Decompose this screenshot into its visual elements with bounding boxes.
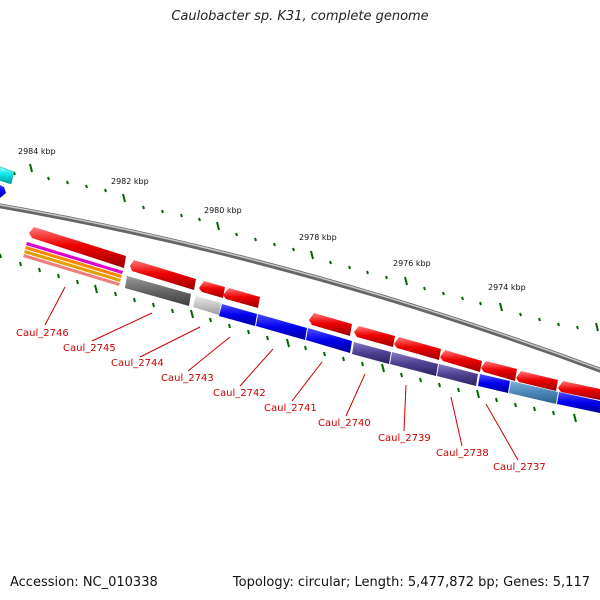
map-title: Caulobacter sp. K31, complete genome — [171, 9, 429, 24]
cds-reverse[interactable] — [478, 374, 510, 393]
cds-reverse-purple[interactable] — [437, 364, 478, 386]
cds-forward[interactable] — [309, 313, 352, 336]
gene-label[interactable]: Caul_2745 — [63, 343, 116, 354]
ruler-major-ticks — [29, 163, 599, 332]
ruler-label: 2974 kbp — [488, 283, 526, 292]
callout-lines — [44, 286, 519, 461]
cds-forward[interactable] — [130, 260, 196, 290]
genome-summary: Topology: circular; Length: 5,477,872 bp… — [232, 575, 590, 590]
gene-label[interactable]: Caul_2746 — [16, 328, 69, 339]
ruler-label: 2976 kbp — [393, 259, 431, 268]
forward-strand-genes — [29, 227, 600, 400]
ruler-minor-ticks — [13, 171, 579, 330]
accession-text: Accession: NC_010338 — [10, 575, 158, 590]
gene-label[interactable]: Caul_2742 — [213, 388, 266, 399]
ruler-label: 2982 kbp — [111, 177, 149, 186]
cds-reverse[interactable] — [557, 392, 600, 413]
stripe-orange[interactable] — [25, 246, 122, 278]
blue-arrow-partial[interactable] — [0, 184, 6, 198]
gene-label[interactable]: Caul_2740 — [318, 418, 371, 429]
ruler-label: 2980 kbp — [204, 206, 242, 215]
cds-forward[interactable] — [481, 361, 517, 381]
cds-forward[interactable] — [354, 326, 395, 347]
genome-backbone-highlight — [0, 204, 600, 370]
gene-label[interactable]: Caul_2738 — [436, 448, 489, 459]
cds-reverse[interactable] — [306, 328, 352, 353]
ruler-label: 2978 kbp — [299, 233, 337, 242]
ruler-label: 2984 kbp — [18, 147, 56, 156]
cds-forward[interactable] — [199, 281, 225, 298]
cds-forward[interactable] — [440, 350, 482, 372]
gene-label[interactable]: Caul_2744 — [111, 358, 164, 369]
cds-reverse-steel[interactable] — [509, 381, 558, 404]
gene-label[interactable]: Caul_2743 — [161, 373, 214, 384]
inner-ticks — [0, 253, 577, 423]
cds-forward[interactable] — [223, 288, 260, 308]
cds-reverse[interactable] — [256, 314, 307, 340]
genome-backbone — [0, 203, 600, 373]
cds-forward[interactable] — [558, 381, 600, 400]
stripe-magenta[interactable] — [26, 242, 123, 274]
stripe-salmon[interactable] — [23, 254, 120, 286]
reverse-strand-genes — [125, 276, 600, 413]
cds-reverse-gray[interactable] — [125, 276, 191, 306]
gene-label[interactable]: Caul_2737 — [493, 462, 546, 473]
gene-label[interactable]: Caul_2741 — [264, 403, 317, 414]
cds-reverse-lightgray[interactable] — [193, 296, 221, 315]
cds-forward[interactable] — [29, 227, 126, 268]
cds-forward[interactable] — [394, 337, 441, 360]
cds-reverse-purple[interactable] — [352, 342, 391, 364]
gene-label[interactable]: Caul_2739 — [378, 433, 431, 444]
cyan-feature[interactable] — [0, 166, 15, 185]
stripe-gold[interactable] — [24, 250, 121, 282]
cds-reverse[interactable] — [219, 304, 257, 326]
feature-stripes — [23, 242, 123, 286]
cds-forward[interactable] — [516, 371, 558, 391]
cds-reverse-purple[interactable] — [390, 352, 438, 376]
